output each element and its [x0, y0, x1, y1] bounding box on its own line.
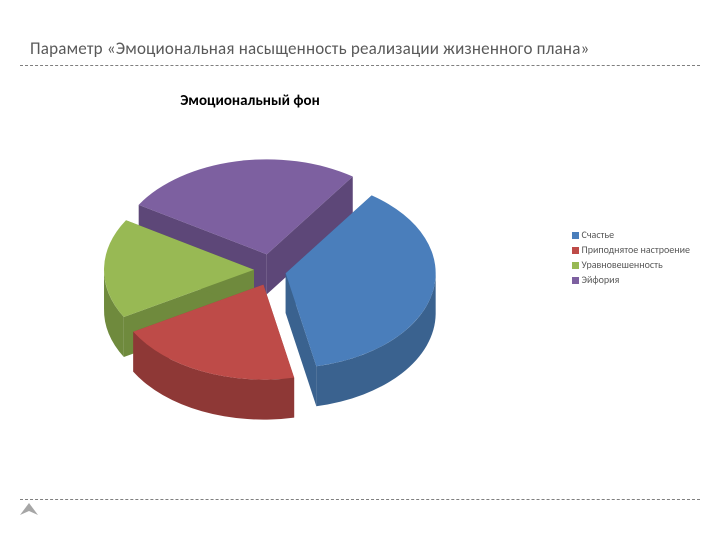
- legend-item: Приподнятое настроение: [572, 243, 690, 257]
- legend-label: Счастье: [582, 228, 615, 242]
- legend: СчастьеПриподнятое настроениеУравновешен…: [572, 228, 690, 288]
- legend-item: Счастье: [572, 228, 690, 242]
- legend-swatch: [572, 232, 579, 239]
- legend-label: Эйфория: [582, 273, 620, 287]
- legend-label: Приподнятое настроение: [582, 243, 690, 257]
- legend-label: Уравновешенность: [582, 258, 663, 272]
- legend-swatch: [572, 277, 579, 284]
- footer-marker-icon: [20, 501, 38, 520]
- divider-top: [20, 65, 700, 66]
- slide: Параметр «Эмоциональная насыщенность реа…: [0, 0, 720, 540]
- title-row: Параметр «Эмоциональная насыщенность реа…: [30, 38, 690, 60]
- legend-item: Эйфория: [572, 273, 690, 287]
- legend-swatch: [572, 247, 579, 254]
- chart-title: Эмоциональный фон: [0, 92, 500, 110]
- divider-bottom: [20, 499, 700, 500]
- page-title: Параметр «Эмоциональная насыщенность реа…: [30, 38, 589, 59]
- pie-chart: [100, 130, 440, 430]
- legend-item: Уравновешенность: [572, 258, 690, 272]
- legend-swatch: [572, 262, 579, 269]
